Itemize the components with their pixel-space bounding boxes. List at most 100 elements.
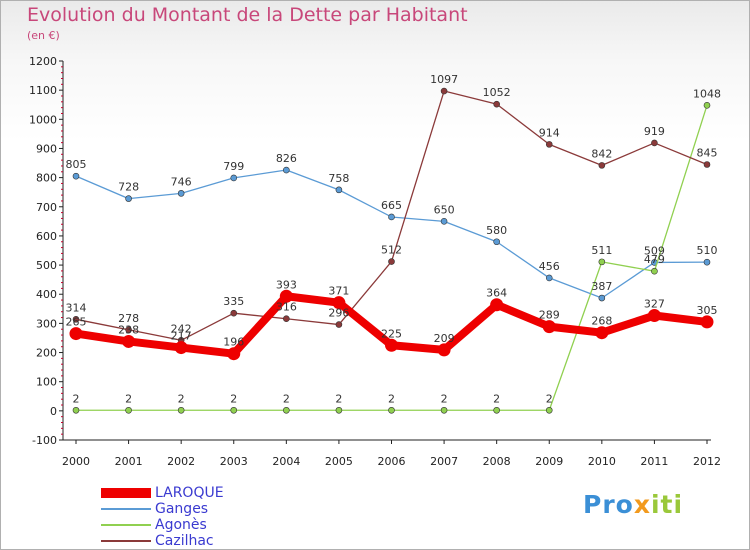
data-point	[388, 213, 395, 221]
data-point	[125, 326, 132, 334]
data-label: 387	[591, 280, 612, 293]
logo-part-x: x	[633, 490, 651, 519]
data-point	[703, 258, 711, 266]
data-label: 914	[539, 126, 560, 139]
data-point	[283, 315, 290, 323]
legend-label: Agonès	[155, 517, 207, 533]
data-label: 1048	[693, 87, 721, 100]
y-tick-label: 100	[36, 376, 57, 389]
data-point	[283, 406, 290, 414]
data-label: 335	[223, 295, 244, 308]
data-label: 327	[644, 298, 665, 311]
data-label: 296	[328, 307, 349, 320]
y-tick-label: 400	[36, 288, 57, 301]
data-point	[385, 338, 398, 352]
data-point	[595, 326, 609, 340]
data-label: 2	[283, 392, 290, 405]
data-point	[542, 320, 556, 334]
data-point	[177, 406, 185, 414]
data-label: 371	[328, 285, 349, 298]
data-point	[125, 195, 132, 202]
data-label: 728	[118, 181, 139, 194]
data-label: 479	[644, 253, 665, 266]
data-label: 289	[539, 309, 560, 322]
y-tick-label: 900	[36, 142, 57, 155]
data-point	[388, 258, 395, 265]
series-line-agonès	[75, 104, 708, 411]
legend-swatch	[101, 488, 151, 498]
data-point	[703, 102, 711, 109]
data-point	[174, 341, 188, 355]
data-label: 1052	[483, 86, 511, 99]
data-labels: 265 238 217 196 393 371 225 209 364 289 268 327 305 8…	[66, 73, 722, 405]
x-tick-label: 2007	[430, 455, 458, 468]
data-label: 305	[697, 304, 718, 317]
data-point	[230, 309, 238, 317]
data-point	[700, 315, 714, 329]
data-point	[72, 172, 80, 180]
data-label: 1097	[430, 73, 458, 86]
y-tick-label: 600	[36, 230, 57, 243]
data-point	[598, 258, 606, 266]
data-point	[335, 406, 343, 414]
data-point	[651, 267, 658, 275]
legend-swatch	[101, 540, 151, 542]
data-point	[72, 406, 80, 414]
data-label: 268	[591, 315, 612, 328]
data-label: 826	[276, 152, 297, 165]
data-point	[440, 218, 448, 225]
data-label: 511	[591, 244, 612, 257]
data-point	[440, 406, 448, 414]
x-tick-label: 2000	[62, 455, 90, 468]
data-label: 2	[493, 392, 500, 405]
data-point	[598, 162, 606, 169]
x-tick-label: 2005	[325, 455, 353, 468]
data-point	[335, 186, 343, 194]
data-label: 238	[118, 323, 139, 336]
x-tick-label: 2001	[115, 455, 143, 468]
data-label: 665	[381, 199, 402, 212]
data-label: 842	[591, 147, 612, 160]
data-point	[332, 296, 346, 310]
legend-swatch	[101, 524, 151, 526]
data-label: 209	[434, 332, 455, 345]
proxiti-logo: Proxiti	[583, 490, 683, 519]
data-label: 265	[66, 316, 87, 329]
x-tick-label: 2011	[640, 455, 668, 468]
logo-part-iti: iti	[650, 490, 684, 519]
data-point	[647, 309, 661, 323]
data-label: 196	[223, 336, 244, 349]
data-point	[651, 139, 658, 147]
chart-title: Evolution du Montant de la Dette par Hab…	[27, 4, 468, 26]
x-tick-label: 2006	[378, 455, 406, 468]
data-point	[440, 87, 448, 95]
data-point	[230, 406, 238, 414]
x-tick-label: 2012	[693, 455, 721, 468]
data-point	[490, 298, 504, 312]
data-point	[598, 294, 606, 302]
x-tick-label: 2008	[483, 455, 511, 468]
y-tick-label: 700	[36, 201, 57, 214]
data-label: 2	[125, 392, 132, 405]
data-point	[177, 190, 185, 197]
series-line-ganges	[75, 169, 708, 299]
data-label: 805	[66, 158, 87, 171]
logo-part-pro: Pro	[583, 490, 634, 519]
data-point	[493, 238, 500, 246]
y-tick-label: 1100	[29, 84, 57, 97]
y-tick-label: 200	[36, 347, 57, 360]
y-tick-label: 500	[36, 259, 57, 272]
data-label: 278	[118, 312, 139, 325]
data-label: 510	[697, 244, 718, 257]
chart-unit: (en €)	[27, 29, 60, 42]
legend-label: LAROQUE	[155, 485, 224, 501]
x-tick-label: 2010	[588, 455, 616, 468]
data-label: 2	[73, 392, 80, 405]
data-label: 2	[335, 392, 342, 405]
data-point	[125, 406, 132, 414]
data-label: 2	[178, 392, 185, 405]
data-label: 845	[697, 146, 718, 159]
data-label: 314	[66, 301, 87, 314]
data-label: 316	[276, 301, 297, 314]
